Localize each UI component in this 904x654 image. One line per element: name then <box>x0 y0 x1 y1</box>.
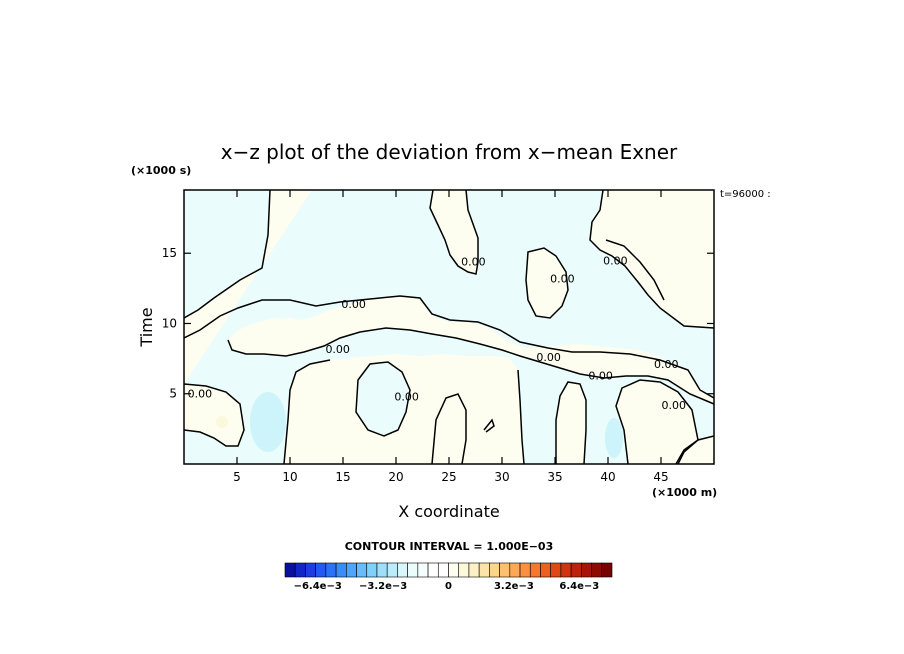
contour-label: 0.00 <box>325 343 350 356</box>
colorbar-swatch <box>468 562 480 578</box>
x-tick-label: 30 <box>494 470 509 484</box>
contour-label: 0.00 <box>341 298 366 311</box>
contour-label: 0.00 <box>461 256 486 269</box>
positive-strip <box>616 380 698 464</box>
contour-label: 0.00 <box>536 351 561 364</box>
contour-line <box>355 361 411 437</box>
contour-label: 0.00 <box>588 369 613 382</box>
colorbar-swatch <box>499 562 511 578</box>
colorbar-swatch <box>284 562 296 578</box>
colorbar-tick-labels: −6.4e−3 −3.2e−3 0 3.2e−3 6.4e−3 <box>294 581 600 592</box>
x-tick-label: 45 <box>653 470 668 484</box>
positive-island <box>526 248 568 318</box>
colorbar-swatch <box>417 562 429 578</box>
colorbar-swatch <box>529 562 541 578</box>
colorbar-swatch <box>560 562 572 578</box>
negative-core <box>605 418 623 458</box>
x-tick-label: 20 <box>388 470 403 484</box>
contour-line <box>517 369 525 464</box>
colorbar-tick-label: −3.2e−3 <box>359 581 407 592</box>
y-tick-label: 15 <box>162 246 177 260</box>
contour-label: 0.00 <box>661 399 686 412</box>
colorbar-swatch <box>540 562 551 578</box>
negative-core <box>250 392 286 452</box>
contour-line <box>184 383 245 447</box>
contour-line <box>227 327 714 405</box>
contour-line <box>283 359 331 464</box>
x-axis-label: X coordinate <box>398 502 499 521</box>
contour-label: 0.00 <box>654 358 679 371</box>
y-tick-label: 5 <box>169 387 177 401</box>
chart-title: x−z plot of the deviation from x−mean Ex… <box>221 140 678 164</box>
contour-line <box>605 239 665 301</box>
colorbar-tick-label: 3.2e−3 <box>494 581 534 592</box>
colorbar-swatch <box>427 562 439 578</box>
x-unit-label: (×1000 m) <box>652 486 717 499</box>
contour-line <box>589 190 714 329</box>
y-axis-label: Time <box>137 307 156 347</box>
y-axis-ticks: 5 10 15 <box>162 246 714 401</box>
colorbar-swatch <box>397 562 408 578</box>
zero-contours <box>184 190 714 464</box>
colorbar-tick-label: 0 <box>445 581 452 592</box>
colorbar-swatch <box>325 562 337 578</box>
colorbar-tick-label: −6.4e−3 <box>294 581 342 592</box>
colorbar-swatch <box>356 562 368 578</box>
positive-island <box>600 190 714 322</box>
contour-line <box>431 393 467 464</box>
plot-field <box>184 190 714 464</box>
x-tick-label: 5 <box>233 470 241 484</box>
colorbar-swatch <box>294 562 306 578</box>
contour-label: 0.00 <box>394 391 419 404</box>
colorbar-swatch <box>591 562 603 578</box>
colorbar-swatch <box>346 562 357 578</box>
contour-line <box>184 295 714 399</box>
contour-line <box>483 418 495 433</box>
colorbar-swatch <box>407 562 419 578</box>
colorbar-swatch <box>478 562 490 578</box>
contour-line <box>429 190 479 275</box>
positive-strip <box>556 382 586 464</box>
colorbar-swatch <box>550 562 562 578</box>
colorbar-swatch <box>376 562 388 578</box>
x-tick-label: 35 <box>547 470 562 484</box>
colorbar-swatch <box>437 562 449 578</box>
colorbar-swatch <box>581 562 592 578</box>
colorbar-swatch <box>305 562 316 578</box>
x-axis-ticks: 5 10 15 20 25 30 35 40 45 <box>233 190 669 484</box>
y-tick-label: 10 <box>162 316 177 330</box>
contour-label: 0.00 <box>550 273 575 286</box>
colorbar-swatch <box>601 562 613 578</box>
x-tick-label: 40 <box>600 470 615 484</box>
colorbar-swatch <box>366 562 378 578</box>
x-tick-label: 15 <box>335 470 350 484</box>
colorbar <box>284 562 613 578</box>
colorbar-swatch <box>448 562 460 578</box>
x-tick-label: 10 <box>282 470 297 484</box>
colorbar-swatch <box>519 562 531 578</box>
colorbar-swatch <box>570 562 582 578</box>
contour-interval-label: CONTOUR INTERVAL = 1.000E−03 <box>345 540 554 553</box>
contour-label: 0.00 <box>188 388 213 401</box>
colorbar-swatch <box>458 562 470 578</box>
positive-core <box>216 416 228 428</box>
colorbar-swatch <box>315 562 327 578</box>
contour-line <box>184 190 271 319</box>
colorbar-swatch <box>489 562 500 578</box>
contour-line <box>555 381 587 464</box>
colorbar-swatch <box>509 562 521 578</box>
y-unit-label: (×1000 s) <box>131 164 191 177</box>
time-stamp-label: t=96000 : <box>720 189 771 200</box>
contour-label: 0.00 <box>603 254 628 267</box>
contour-line <box>675 435 714 464</box>
colorbar-swatch <box>386 562 398 578</box>
colorbar-tick-label: 6.4e−3 <box>559 581 599 592</box>
contour-line <box>525 247 569 319</box>
contour-labels: 0.00 0.00 0.00 0.00 0.00 0.00 0.00 0.00 0.00 0.00… <box>188 254 686 412</box>
negative-pocket <box>356 362 410 436</box>
colorbar-swatch <box>335 562 347 578</box>
x-tick-label: 25 <box>441 470 456 484</box>
